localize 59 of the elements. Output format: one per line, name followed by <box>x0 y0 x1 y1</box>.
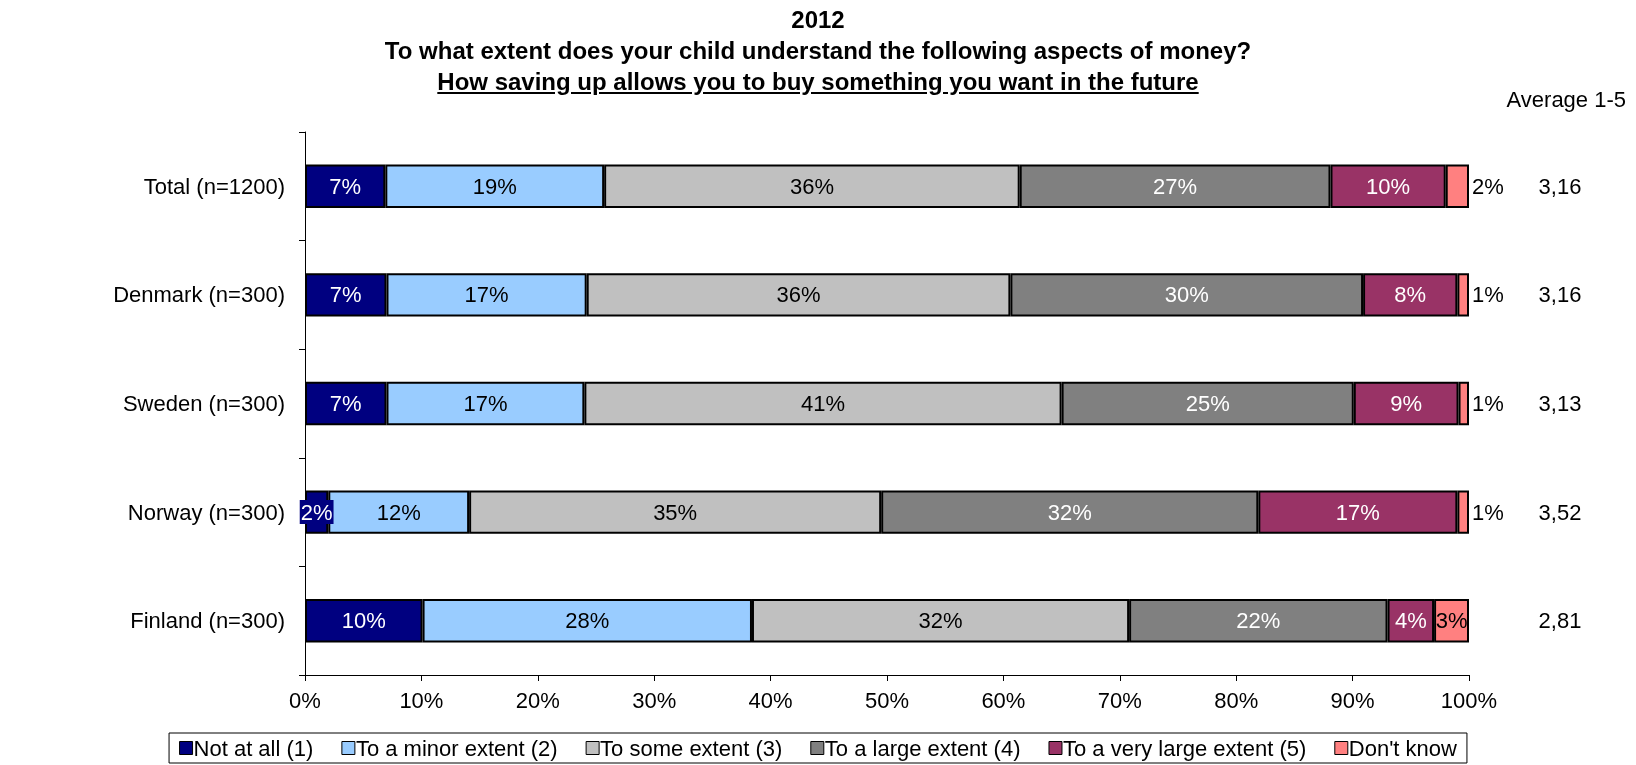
text: 3,52 <box>1538 499 1582 525</box>
legend-label: To a large extent (4) <box>824 735 1021 761</box>
data-label: 25% <box>1185 391 1230 416</box>
data-label: 17% <box>464 282 509 308</box>
y-tick-label: Sweden (n=300) <box>122 391 285 416</box>
data-label: 27% <box>1153 173 1198 199</box>
legend-label: To a minor extent (2) <box>355 735 558 761</box>
x-tick-label: 0% <box>289 687 321 713</box>
data-label: 35% <box>653 499 698 525</box>
data-label: 9% <box>1390 391 1423 416</box>
legend-label: To a very large extent (5) <box>1062 735 1307 761</box>
x-tick-label: 10% <box>399 687 444 713</box>
x-tick-label: 90% <box>1330 687 1375 713</box>
data-label: 3% <box>1435 608 1468 634</box>
chart-subtitle: To what extent does your child understand the following aspects of money? How saving up allows you to buy something you want in the future <box>383 36 1253 95</box>
data-label: 30% <box>1164 282 1209 308</box>
x-tick-label: 80% <box>1214 687 1259 713</box>
data-label: 1% <box>1472 391 1504 416</box>
y-tick-label: Denmark (n=300) <box>113 282 285 308</box>
data-label: 1% <box>1472 282 1504 308</box>
x-tick-label: 30% <box>632 687 677 713</box>
data-label: 8% <box>1394 282 1427 308</box>
legend-label: Not at all (1) <box>193 735 314 761</box>
data-label: 36% <box>776 282 821 308</box>
data-label: 7% <box>329 391 362 416</box>
data-label: 4% <box>1394 608 1427 634</box>
x-tick-label: 100% <box>1440 687 1498 713</box>
x-tick-label: 60% <box>981 687 1026 713</box>
data-label: 36% <box>789 173 834 199</box>
legend-label: To some extent (3) <box>600 735 783 761</box>
data-label: 1% <box>1472 499 1504 525</box>
x-tick-label: 70% <box>1097 687 1142 713</box>
data-label: 22% <box>1236 608 1281 634</box>
chart-title: 2012 <box>790 5 846 35</box>
x-tick-label: 40% <box>748 687 793 713</box>
text: 3,13 <box>1538 391 1582 416</box>
text: 3,16 <box>1538 282 1582 308</box>
y-tick-label: Total (n=1200) <box>143 173 285 199</box>
data-label: 19% <box>472 173 517 199</box>
data-label: 17% <box>463 391 508 416</box>
x-tick-label: 50% <box>864 687 910 713</box>
data-label: 17% <box>1335 499 1380 525</box>
x-tick-label: 20% <box>515 687 560 713</box>
data-label: 41% <box>800 391 845 416</box>
data-label: 32% <box>918 608 963 634</box>
data-label: 10% <box>1366 173 1411 199</box>
text: 2,81 <box>1538 608 1582 634</box>
text: Average 1-5 <box>1506 86 1626 112</box>
data-label: 10% <box>341 608 386 634</box>
data-label: 7% <box>329 173 362 199</box>
text: 3,16 <box>1538 173 1582 199</box>
y-tick-label: Norway (n=300) <box>127 499 285 525</box>
data-label: 12% <box>376 499 421 525</box>
data-label: 32% <box>1047 499 1092 525</box>
data-label: 28% <box>565 608 610 634</box>
data-label: 7% <box>329 282 362 308</box>
data-label: 2% <box>1472 173 1504 199</box>
y-tick-label: Finland (n=300) <box>130 608 285 634</box>
legend-label: Don't know <box>1348 735 1458 761</box>
